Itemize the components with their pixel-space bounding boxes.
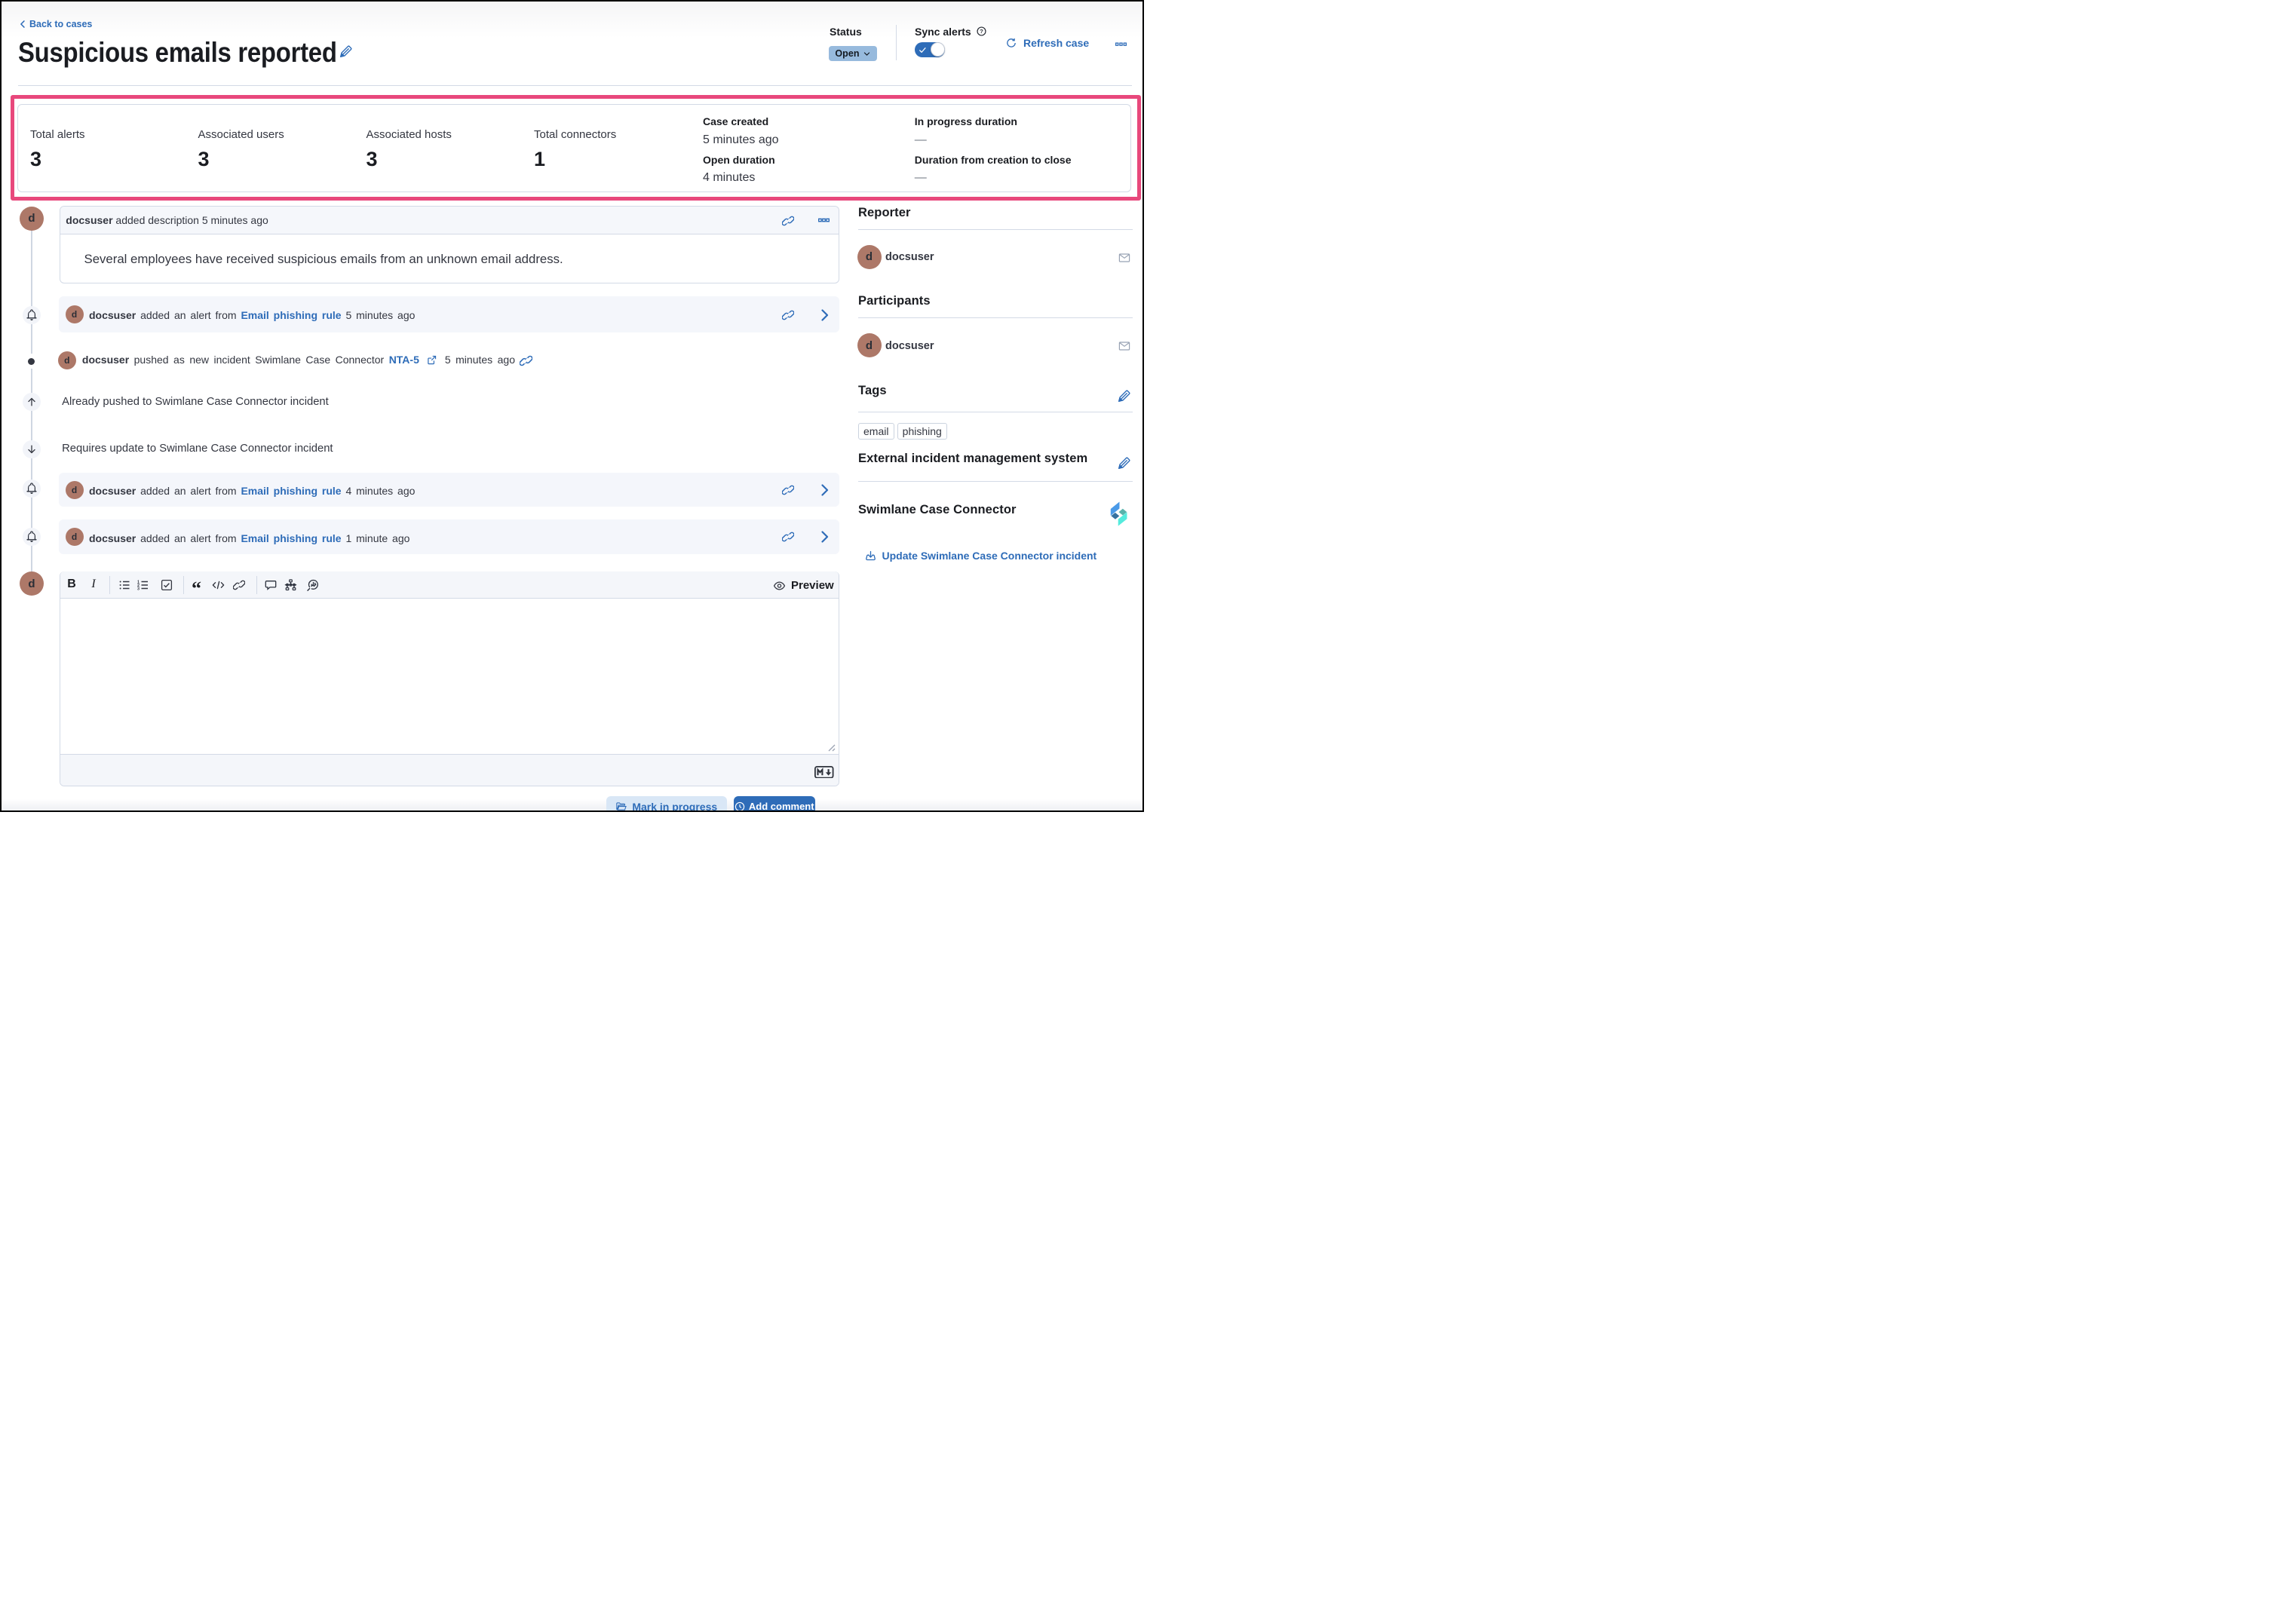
svg-text:?: ? [980,28,983,35]
svg-text:1: 1 [137,580,140,584]
svg-text:3: 3 [137,587,140,591]
svg-text:2: 2 [137,584,140,588]
